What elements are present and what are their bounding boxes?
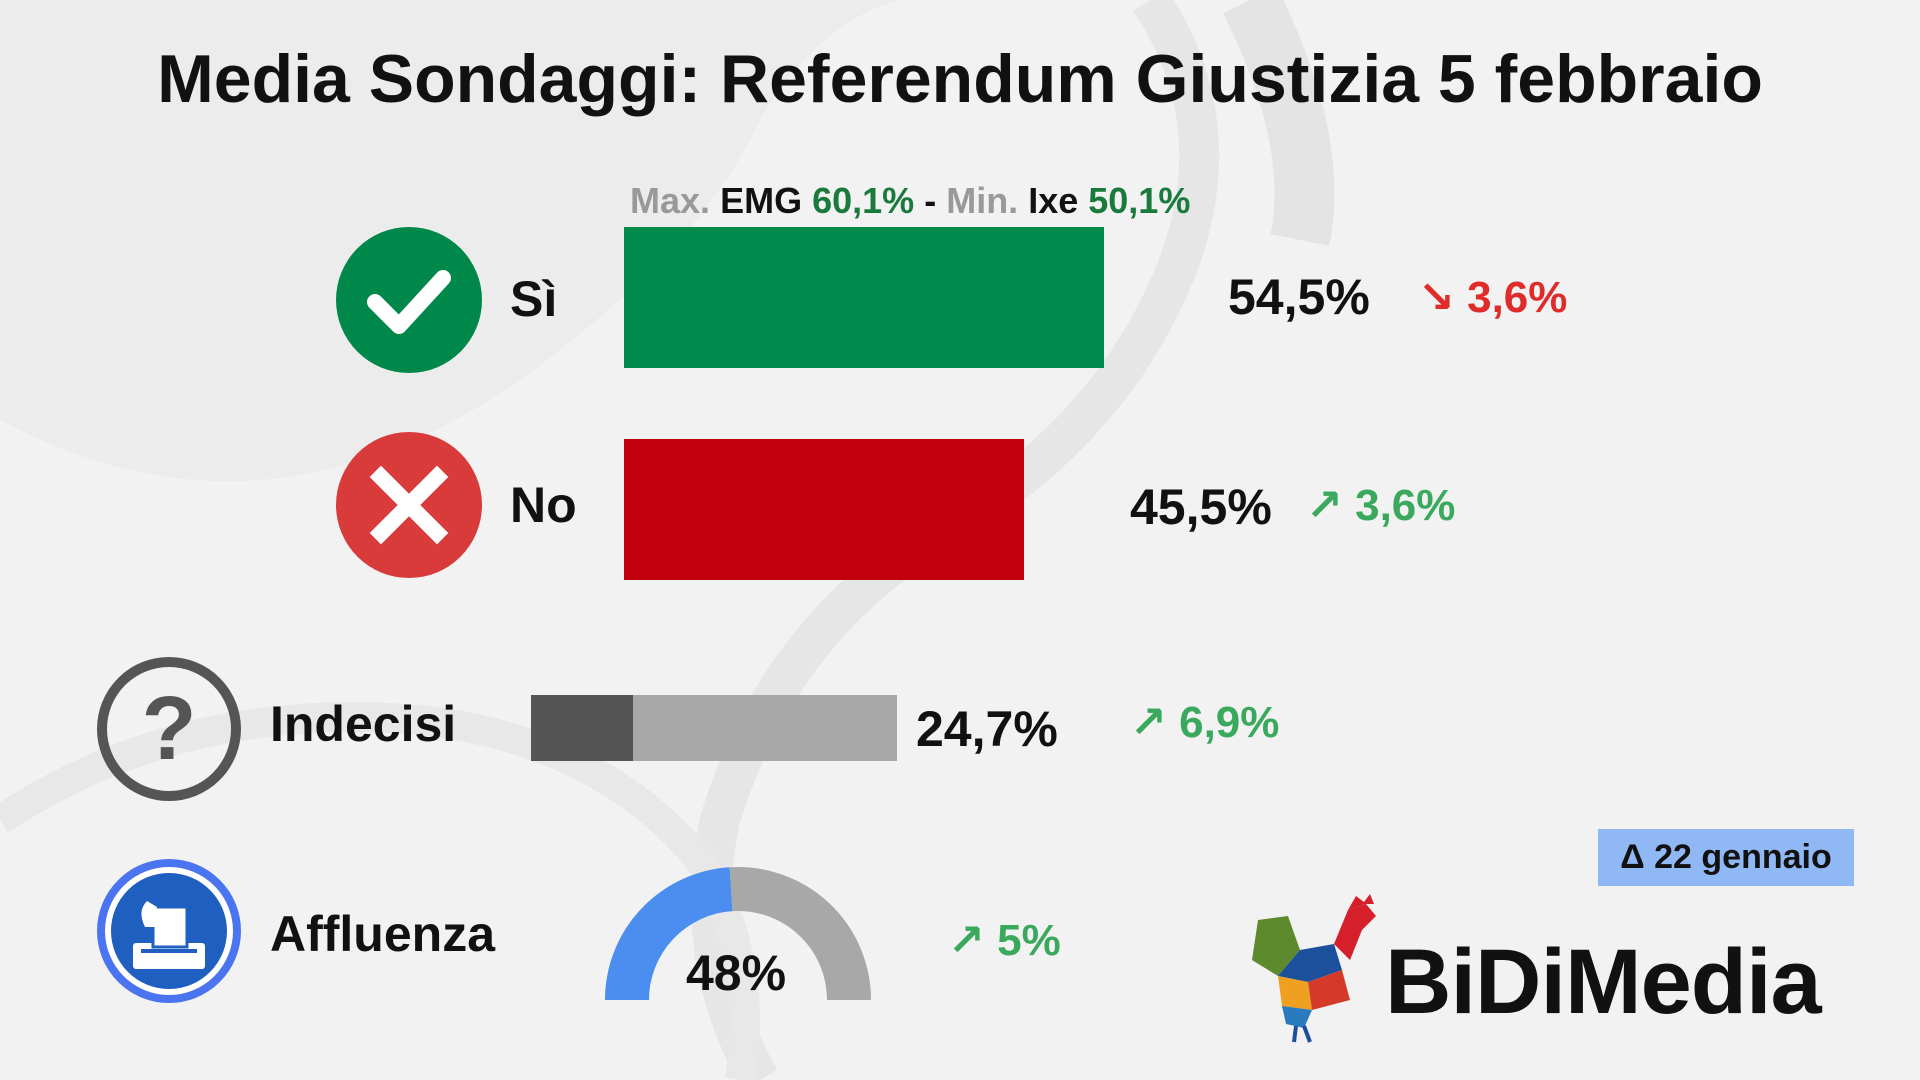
max-value: 60,1%	[812, 180, 915, 221]
no-label: No	[510, 477, 577, 533]
si-label: Sì	[510, 271, 558, 327]
indecisi-label: Indecisi	[270, 696, 457, 752]
no-bar	[624, 439, 1025, 580]
range-note: Max. EMG 60,1% - Min. Ixe 50,1%	[630, 180, 1190, 222]
affluenza-delta: 5%	[997, 916, 1061, 965]
max-label: Max.	[630, 180, 711, 221]
si-bar	[624, 227, 1104, 368]
gauge-remaining-arc	[729, 867, 871, 1001]
rooster-logo-icon	[1252, 894, 1376, 1043]
affluenza-label: Affluenza	[270, 906, 495, 962]
brand-wordmark: BiDiMedia	[1385, 931, 1822, 1033]
comparison-date-badge: Δ 22 gennaio	[1598, 829, 1854, 886]
ballot-box-icon	[97, 859, 241, 1003]
si-delta: 3,6%	[1467, 273, 1568, 322]
max-pollster: EMG	[720, 180, 803, 221]
no-delta: 3,6%	[1355, 481, 1456, 530]
affluenza-value: 48%	[686, 945, 787, 1001]
indecisi-bar-light	[633, 695, 897, 761]
range-separator: -	[924, 180, 937, 221]
indecisi-bar-dark	[531, 695, 634, 761]
si-value: 54,5%	[1228, 269, 1370, 325]
indecisi-delta: 6,9%	[1179, 698, 1280, 747]
min-value: 50,1%	[1088, 180, 1191, 221]
si-change: ↘ 3,6%	[1418, 272, 1567, 323]
trend-up-icon: ↗	[948, 916, 985, 965]
indecisi-change: ↗ 6,9%	[1130, 697, 1279, 748]
no-value: 45,5%	[1130, 479, 1272, 535]
trend-up-icon: ↗	[1130, 698, 1167, 747]
gauge-filled-arc	[605, 867, 734, 1001]
no-change: ↗ 3,6%	[1306, 480, 1455, 531]
indecisi-bar	[531, 695, 897, 761]
check-icon	[336, 227, 482, 373]
indecisi-value: 24,7%	[916, 701, 1058, 757]
close-icon	[336, 432, 482, 578]
affluenza-gauge	[605, 867, 871, 1001]
affluenza-change: ↗ 5%	[948, 915, 1061, 966]
question-icon: ?	[97, 657, 241, 801]
min-label: Min.	[946, 180, 1019, 221]
trend-up-icon: ↗	[1306, 481, 1343, 530]
min-pollster: Ixe	[1028, 180, 1079, 221]
chart-title: Media Sondaggi: Referendum Giustizia 5 f…	[157, 41, 1763, 117]
svg-text:?: ?	[142, 679, 197, 779]
trend-down-icon: ↘	[1418, 273, 1455, 322]
